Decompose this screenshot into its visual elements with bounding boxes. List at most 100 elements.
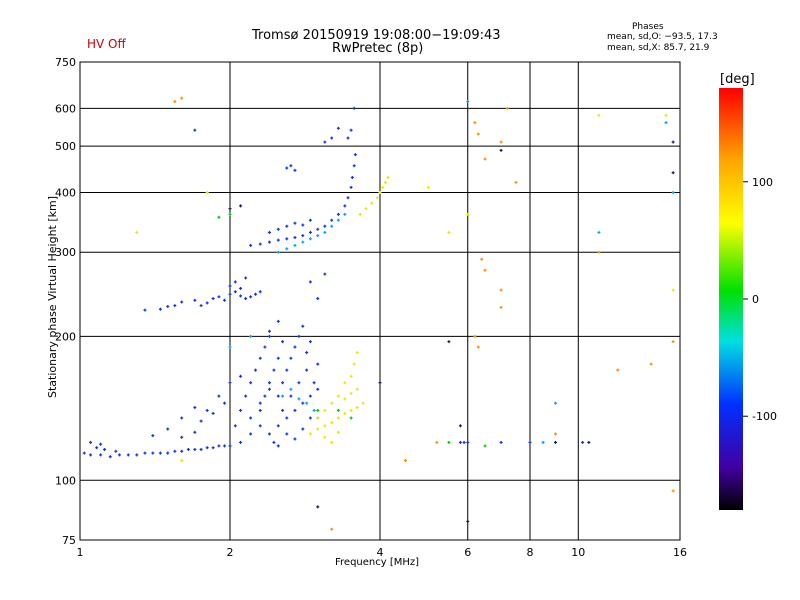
x-tick-label: 16 [673, 546, 687, 559]
data-point [649, 362, 653, 366]
data-point [276, 319, 280, 323]
data-point [466, 100, 470, 104]
y-tick-label: 200 [55, 330, 76, 343]
data-point [375, 196, 379, 200]
data-point [426, 185, 430, 189]
data-point [99, 442, 103, 446]
x-tick-label: 6 [464, 546, 471, 559]
data-point [276, 444, 280, 448]
data-point [233, 424, 237, 428]
data-point [297, 397, 301, 401]
data-point [308, 230, 312, 234]
data-point [308, 280, 312, 284]
data-point [447, 230, 451, 234]
data-point [355, 405, 359, 409]
data-point [258, 401, 262, 405]
data-point [352, 164, 356, 168]
data-point [316, 227, 320, 231]
data-point [143, 308, 147, 312]
data-point [403, 458, 407, 462]
data-point [336, 394, 340, 398]
data-point [378, 381, 382, 385]
data-point [239, 204, 243, 208]
data-point [301, 240, 305, 244]
data-point [316, 505, 320, 509]
data-point [151, 434, 155, 438]
data-point [281, 340, 285, 344]
data-point [343, 212, 347, 216]
y-tick-label: 400 [55, 186, 76, 199]
data-point [289, 356, 293, 360]
data-point [193, 447, 197, 451]
data-point [305, 368, 309, 372]
data-point [267, 387, 271, 391]
data-point [180, 435, 184, 439]
data-point [499, 288, 503, 292]
data-point [228, 212, 232, 216]
data-point [166, 304, 170, 308]
data-point [244, 276, 248, 280]
x-tick-label: 8 [527, 546, 534, 559]
data-point [228, 345, 232, 349]
data-point [316, 416, 320, 420]
data-point [353, 153, 357, 157]
x-tick-label: 10 [571, 546, 585, 559]
data-point [330, 421, 334, 425]
data-point [323, 272, 327, 276]
data-point [336, 126, 340, 130]
data-point [293, 437, 297, 441]
data-point [108, 455, 112, 459]
data-point [193, 405, 197, 409]
data-point [285, 416, 289, 420]
data-point [528, 440, 532, 444]
data-point [671, 288, 675, 292]
data-point [355, 387, 359, 391]
data-point [343, 381, 347, 385]
colorbar-tick-label: 0 [752, 293, 759, 306]
data-point [308, 394, 312, 398]
data-point [293, 236, 297, 240]
colorbar-unit-label: [deg] [720, 72, 755, 87]
data-point [267, 432, 271, 436]
data-point [263, 394, 267, 398]
data-point [505, 106, 509, 110]
data-point [587, 440, 591, 444]
data-point [671, 340, 675, 344]
data-point [297, 334, 301, 338]
data-point [597, 250, 601, 254]
data-point [276, 424, 280, 428]
data-point [316, 234, 320, 238]
data-point [358, 212, 362, 216]
data-point [349, 391, 353, 395]
data-point [281, 394, 285, 398]
data-point [352, 106, 356, 110]
data-point [355, 351, 359, 355]
data-point [135, 230, 139, 234]
data-point [664, 121, 668, 125]
data-point [330, 136, 334, 140]
data-point [233, 280, 237, 284]
y-tick-label: 600 [55, 102, 76, 115]
data-point [211, 411, 215, 415]
data-point [253, 368, 257, 372]
data-point [180, 96, 184, 100]
data-point [581, 440, 585, 444]
data-point [117, 453, 121, 457]
data-point [267, 240, 271, 244]
data-point [447, 440, 451, 444]
data-point [289, 394, 293, 398]
data-point [249, 334, 253, 338]
colorbar-tick-label: -100 [752, 410, 777, 423]
data-point [293, 408, 297, 412]
y-tick-label: 500 [55, 140, 76, 153]
data-point [462, 440, 466, 444]
data-point [253, 292, 257, 296]
data-point [89, 440, 93, 444]
data-point [499, 440, 503, 444]
data-point [330, 224, 334, 228]
data-point [276, 227, 280, 231]
data-point [267, 334, 271, 338]
data-point [435, 440, 439, 444]
data-point [173, 100, 177, 104]
data-point [205, 190, 209, 194]
